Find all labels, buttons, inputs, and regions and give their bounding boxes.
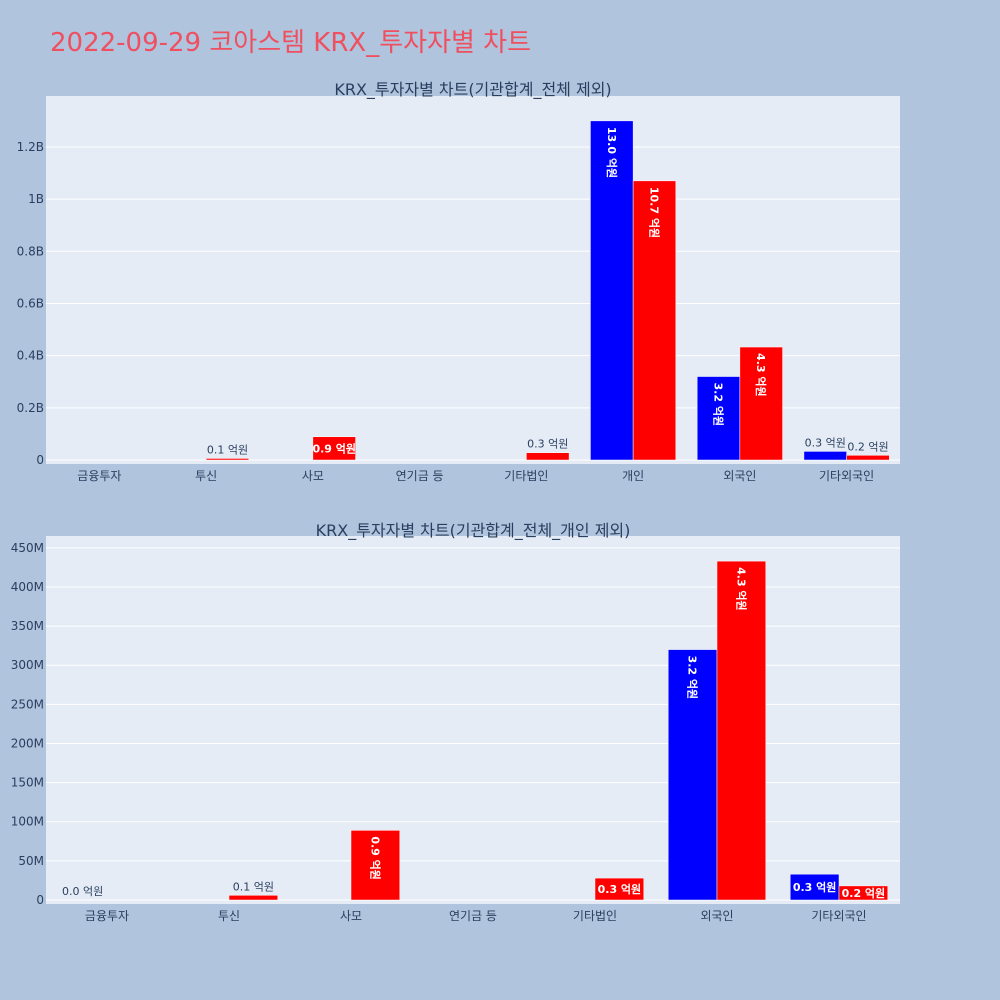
chart-bottom-x-tick-label: 외국인 [700, 909, 733, 923]
chart-bottom-bar [789, 873, 840, 901]
chart-top-bar [312, 436, 356, 461]
chart-bottom-y-tick-label: 100M [11, 815, 44, 829]
chart-top-x-tick-label: 기타외국인 [819, 469, 874, 483]
chart-top-y-tick-label: 0.8B [17, 244, 44, 258]
chart-top-y-tick-label: 0.4B [17, 349, 44, 363]
chart-top-x-tick-label: 개인 [622, 469, 644, 483]
chart-bottom-data-label: 3.2 억원 [686, 656, 700, 700]
chart-bottom-x-tick-label: 금융투자 [85, 909, 129, 923]
chart-top-y-tick-label: 0.2B [17, 401, 44, 415]
chart-top-data-label: 10.7 억원 [647, 187, 661, 238]
chart-bottom-bar [667, 649, 718, 901]
chart-top-data-label: 0.9 억원 [312, 441, 356, 455]
chart-top-x-tick-label: 연기금 등 [396, 469, 444, 483]
chart-top: KRX_투자자별 차트(기관합계_전체 제외) 0 0.2B 0.4B 0.6B 0.8B… [17, 80, 900, 483]
chart-top-x-tick-label: 외국인 [723, 469, 756, 483]
chart-bottom-y-tick-label: 400M [11, 580, 44, 594]
chart-top-data-label: 4.3 억원 [754, 353, 768, 397]
chart-top-data-label: 13.0 억원 [605, 127, 619, 178]
chart-bottom-x-tick-label: 연기금 등 [449, 909, 497, 923]
chart-bottom-y-tick-label: 50M [18, 854, 44, 868]
chart-top-x-tick-label: 투신 [195, 469, 217, 483]
chart-bottom-y-tick-label: 350M [11, 619, 44, 633]
chart-top-x-tick-label: 기타법인 [504, 469, 548, 483]
chart-top-bar [846, 455, 890, 461]
chart-top-y-tick-label: 0.6B [17, 296, 44, 310]
chart-bottom-data-label: 0.2 억원 [842, 886, 886, 900]
chart-top-data-label: 0.3 억원 [527, 438, 568, 451]
chart-bottom-data-label: 0.0 억원 [62, 885, 103, 898]
chart-bottom-bar [838, 885, 889, 901]
chart-bottom-y-tick-label: 0 [36, 893, 44, 907]
chart-bottom-plot-area [46, 536, 900, 904]
chart-top-y-tick-label: 1.2B [17, 140, 44, 154]
chart-top-bar [696, 376, 741, 461]
chart-bottom-data-label: 0.1 억원 [233, 880, 274, 893]
chart-top-y-tick-label: 1B [28, 192, 44, 206]
chart-bottom-data-label: 0.9 억원 [368, 836, 382, 880]
chart-bottom-x-tick-label: 사모 [340, 909, 362, 923]
chart-bottom-title: KRX_투자자별 차트(기관합계_전체_개인 제외) [316, 521, 631, 541]
chart-top-bar [526, 452, 570, 461]
chart-top-data-label: 0.2 억원 [847, 440, 888, 453]
chart-top-bar [590, 120, 634, 461]
chart-bottom-x-tick-label: 기타외국인 [811, 909, 866, 923]
chart-top-y-tick-label: 0 [36, 453, 44, 467]
chart-top-bar [205, 458, 250, 461]
chart-bottom-x-tick-label: 투신 [218, 909, 240, 923]
chart-top-x-tick-label: 금융투자 [77, 469, 121, 483]
page-title: 2022-09-29 코아스템 KRX_투자자별 차트 [50, 28, 532, 58]
chart-bottom-y-tick-label: 150M [11, 776, 44, 790]
chart-bottom-data-label: 4.3 억원 [734, 567, 748, 611]
chart-top-data-label: 3.2 억원 [712, 383, 726, 427]
chart-bottom-y-tick-label: 200M [11, 736, 44, 750]
chart-top-bar [739, 346, 783, 461]
chart-top-x-tick-label: 사모 [302, 469, 324, 483]
chart-top-data-label: 0.3 억원 [805, 436, 846, 449]
chart-bottom-bar [594, 877, 645, 901]
chart-bottom-data-label: 0.3 억원 [598, 882, 642, 896]
chart-bottom-bar [228, 895, 279, 901]
chart-bottom-x-tick-label: 기타법인 [573, 909, 617, 923]
chart-top-data-label: 0.1 억원 [207, 443, 248, 456]
chart-top-bar [632, 180, 677, 461]
chart-bottom: KRX_투자자별 차트(기관합계_전체_개인 제외) 0 50M 100M 150M 20… [11, 521, 900, 923]
chart-bottom-data-label: 0.3 억원 [793, 880, 837, 894]
chart-bottom-y-tick-label: 300M [11, 658, 44, 672]
chart-bottom-y-tick-label: 450M [11, 541, 44, 555]
chart-top-title: KRX_투자자별 차트(기관합계_전체 제외) [334, 80, 611, 100]
chart-top-bar [803, 451, 847, 461]
chart-bottom-bar [716, 560, 767, 901]
chart-bottom-bar [350, 830, 401, 901]
chart-bottom-y-tick-label: 250M [11, 697, 44, 711]
